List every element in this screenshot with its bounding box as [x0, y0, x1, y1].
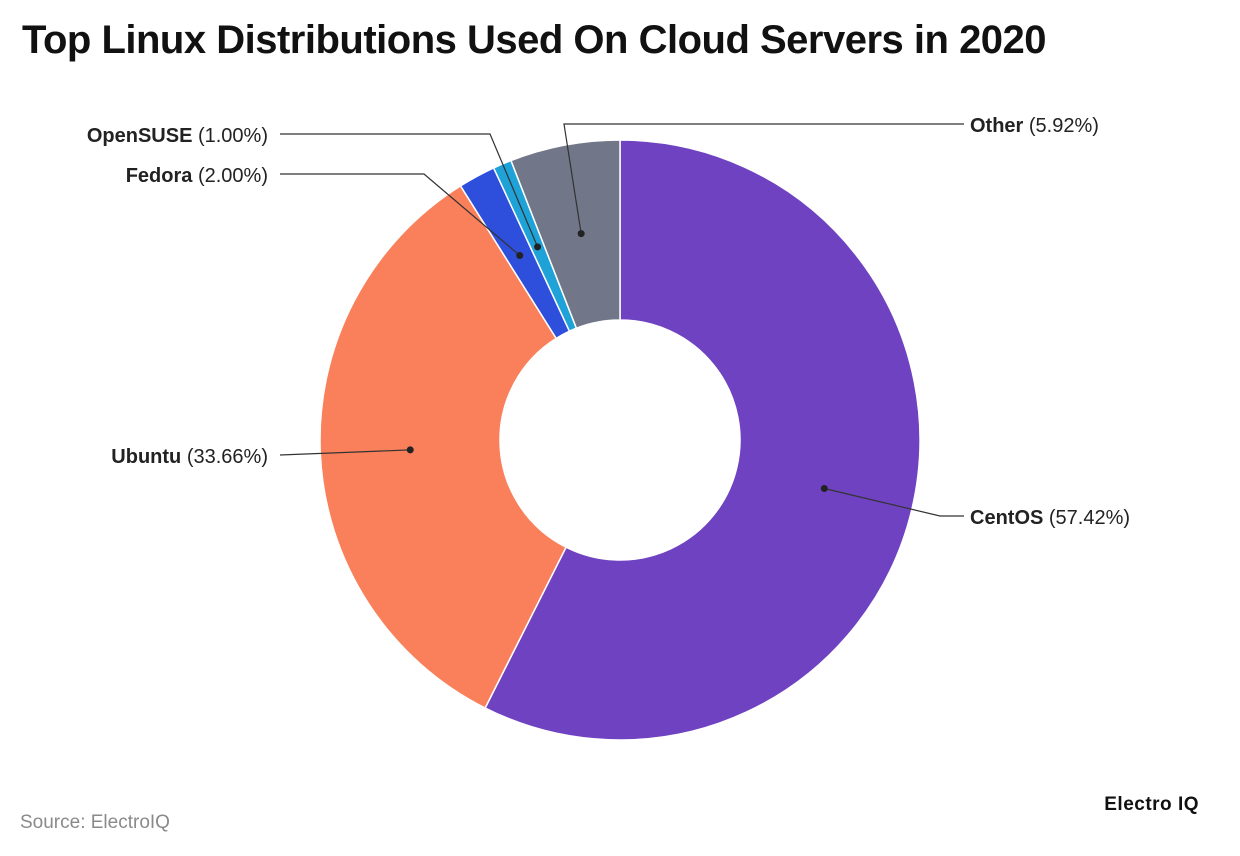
leader-dot-centos — [820, 485, 828, 493]
leader-line-fedora — [280, 173, 521, 256]
leader-lines — [279, 123, 964, 517]
leader-line-opensuse — [280, 133, 539, 248]
slice-other — [509, 139, 621, 330]
slice-label-other: Other (5.92%) — [970, 115, 1099, 137]
slice-label-ubuntu: Ubuntu (33.66%) — [111, 446, 268, 468]
leader-dot-fedora — [516, 251, 524, 259]
donut-slices — [319, 139, 921, 741]
source-note: Source: ElectroIQ — [20, 812, 170, 833]
slice-label-opensuse: OpenSUSE (1.00%) — [87, 125, 268, 147]
slice-centos — [484, 139, 921, 741]
leader-dot-opensuse — [534, 243, 542, 251]
chart-title: Top Linux Distributions Used On Cloud Se… — [22, 18, 1047, 62]
slice-labels: CentOS (57.42%) Ubuntu (33.66%) Fedora (2.… — [87, 115, 1130, 529]
leader-dot-ubuntu — [406, 446, 414, 454]
leader-dot-other — [577, 230, 585, 238]
slice-label-fedora: Fedora (2.00%) — [126, 165, 268, 187]
slice-label-centos: CentOS (57.42%) — [970, 507, 1130, 529]
leader-line-ubuntu — [279, 449, 411, 456]
leader-line-other — [563, 123, 964, 234]
brand-logo: Electro IQ — [1104, 794, 1199, 815]
slice-ubuntu — [319, 184, 568, 709]
leader-line-centos — [824, 487, 964, 517]
